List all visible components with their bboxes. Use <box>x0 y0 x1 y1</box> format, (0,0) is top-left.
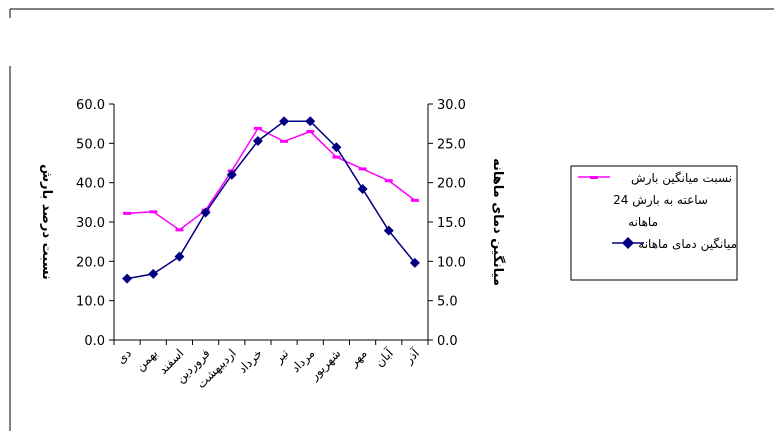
monthly-temp-point <box>200 207 211 218</box>
precip-ratio-point <box>253 126 262 130</box>
right-y-tick-label: 20.0 <box>437 177 466 192</box>
left-y-tick-label: 60.0 <box>76 98 105 113</box>
monthly-temp-point <box>122 273 133 284</box>
x-category-label: آذر <box>400 345 423 368</box>
x-category-label: بهمن <box>133 346 161 374</box>
precip-ratio-line <box>127 127 416 231</box>
left-y-tick-label: 0.0 <box>84 334 105 349</box>
monthly-temp-point <box>226 169 237 180</box>
precip-ratio-point <box>358 167 367 171</box>
precip-ratio-point <box>123 211 132 215</box>
left-y-tick-label: 30.0 <box>76 216 105 231</box>
legend-precip-line-3: ماهانه <box>628 215 658 229</box>
right-y-tick-label: 15.0 <box>437 216 466 231</box>
monthly-temp-point <box>174 251 185 262</box>
right-y-tick-label: 30.0 <box>437 98 466 113</box>
right-y-ticks: 0.0 5.0 10.0 15.0 20.0 25.0 30.0 <box>428 98 466 349</box>
precip-ratio-point <box>149 210 158 214</box>
left-y-tick-label: 20.0 <box>76 255 105 270</box>
precip-ratio-point <box>175 228 184 232</box>
monthly-temp-line <box>126 120 416 280</box>
precip-ratio-point <box>306 130 315 134</box>
monthly-temp-point <box>357 183 368 194</box>
monthly-temp-point <box>305 116 316 127</box>
axes <box>113 104 429 341</box>
precip-ratio-point <box>384 179 393 183</box>
series-layer <box>122 116 420 284</box>
right-y-tick-label: 10.0 <box>437 255 466 270</box>
precip-ratio-series <box>123 126 419 232</box>
x-category-label: دی <box>114 346 134 366</box>
legend-temp-marker <box>622 237 634 249</box>
right-y-tick-label: 0.0 <box>437 334 458 349</box>
right-y-tick-label: 5.0 <box>437 295 458 310</box>
right-axis-title: میانگین دمای ماهانه <box>490 158 506 286</box>
left-y-tick-label: 10.0 <box>76 295 105 310</box>
legend-precip-line-2: 24 ساعته به بارش <box>613 193 708 208</box>
x-category-label: خرداد <box>235 346 265 376</box>
precip-ratio-point <box>410 198 419 202</box>
right-y-tick-label: 25.0 <box>437 137 466 152</box>
x-category-label: مهر <box>346 346 370 370</box>
monthly-temp-point <box>409 257 420 268</box>
monthly-temp-series <box>122 116 420 284</box>
left-axis-title: نسبت درصد بارش <box>39 164 54 280</box>
legend-precip-marker <box>590 176 598 179</box>
legend-temp-label: میانگین دمای ماهانه <box>638 237 737 252</box>
left-y-tick-label: 40.0 <box>76 177 105 192</box>
monthly-temp-point <box>331 142 342 153</box>
monthly-temp-point <box>148 268 159 279</box>
monthly-temp-point <box>252 135 263 146</box>
precip-ratio-point <box>332 155 341 159</box>
left-y-tick-label: 50.0 <box>76 137 105 152</box>
left-y-ticks: 0.0 10.0 20.0 30.0 40.0 50.0 60.0 <box>76 98 114 349</box>
monthly-temp-point <box>279 116 290 127</box>
legend: نسبت میانگین بارش 24 ساعته به بارش ماهان… <box>570 165 738 281</box>
legend-box <box>570 165 738 281</box>
x-category-label: آبان <box>372 345 397 370</box>
precip-ratio-point <box>280 139 289 143</box>
monthly-temp-point <box>383 225 394 236</box>
legend-precip-line-1: نسبت میانگین بارش <box>631 171 732 186</box>
